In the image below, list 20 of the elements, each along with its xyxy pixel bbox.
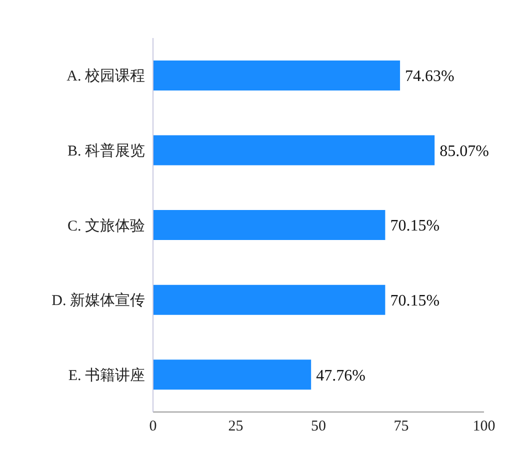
x-tick-label: 50: [311, 418, 326, 435]
bar: [153, 210, 386, 240]
y-tick-label: C. 文旅体验: [67, 217, 145, 234]
data-label: 74.63%: [405, 68, 454, 86]
data-label: 70.15%: [390, 292, 440, 310]
bar: [153, 135, 435, 166]
y-tick-label: A. 校园课程: [66, 68, 145, 85]
bar: [153, 60, 400, 90]
x-tick-label: 0: [149, 418, 157, 435]
x-tick-label: 100: [472, 418, 496, 435]
bar: [153, 360, 312, 390]
bar: [153, 284, 386, 315]
data-label: 47.76%: [316, 367, 366, 384]
y-tick-label: B. 科普展览: [67, 142, 145, 160]
y-tick-label: D. 新媒体宣传: [52, 292, 145, 310]
data-label: 70.15%: [390, 218, 440, 235]
x-tick-label: 75: [394, 418, 409, 435]
data-label: 85.07%: [440, 142, 489, 160]
y-tick-label: E. 书籍讲座: [68, 366, 145, 384]
x-tick-label: 25: [228, 418, 244, 435]
